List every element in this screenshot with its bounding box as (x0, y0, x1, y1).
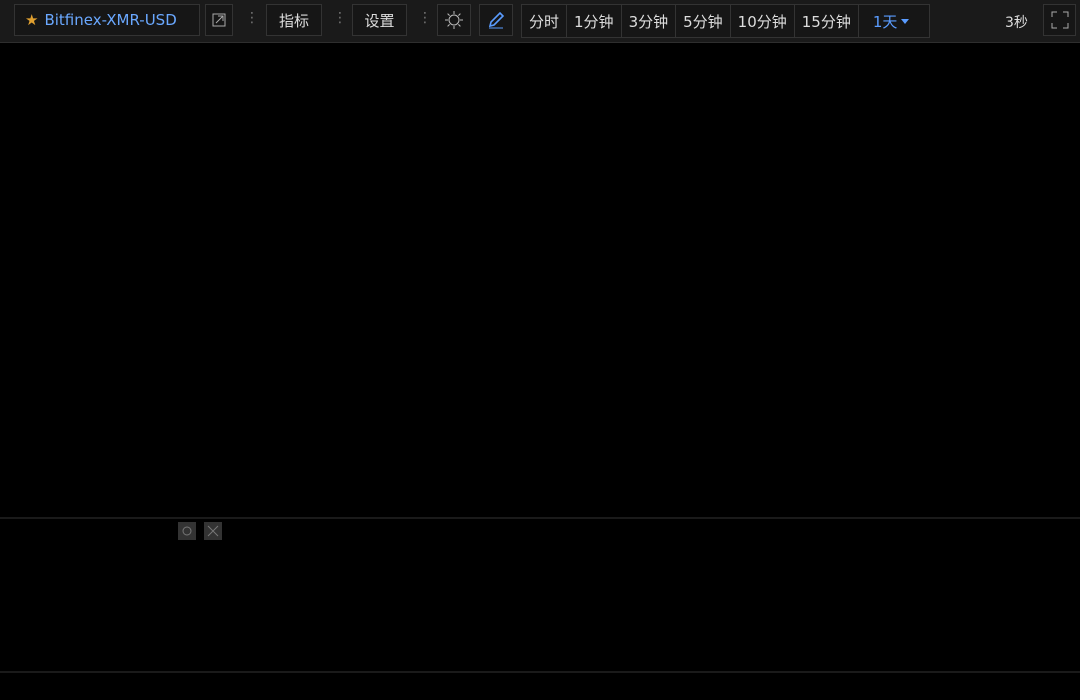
menu-dots[interactable]: ⋮ (333, 10, 347, 26)
interval-button[interactable]: 15分钟 (793, 4, 859, 38)
interval-button[interactable]: 1天 (857, 4, 931, 38)
indicators-label: 指标 (278, 11, 309, 30)
symbol-button[interactable]: ★ Bitfinex-XMR-USD (14, 4, 200, 36)
gear-icon[interactable] (178, 522, 196, 540)
open-icon[interactable]: 9010011012013014015016017020000400007月← … (205, 4, 233, 36)
close-glyph (207, 525, 219, 537)
fullscreen-button[interactable] (1043, 4, 1076, 36)
draw-button[interactable] (479, 4, 513, 36)
interval-group: 分时 1分钟 3分钟 5分钟 10分钟 15分钟 1天 (521, 4, 931, 38)
refresh-rate[interactable]: 3秒 (1005, 15, 1028, 31)
toolbar: ★Bitfinex-XMR-USD 9010011012013014015016… (0, 0, 1080, 43)
menu-dots[interactable]: ⋮ (418, 10, 432, 26)
gear-glyph (182, 526, 192, 536)
background (0, 43, 1080, 700)
interval-button[interactable]: 1分钟 (566, 4, 622, 38)
interval-button[interactable]: 分时 (521, 4, 568, 38)
symbol: Bitfinex-XMR-USD (44, 11, 177, 29)
menu-dots[interactable]: ⋮ (245, 10, 259, 26)
interval-button[interactable]: 10分钟 (729, 4, 795, 38)
settings-label: 设置 (364, 11, 395, 30)
interval-button[interactable]: 3分钟 (620, 4, 677, 38)
theme-button[interactable] (437, 4, 471, 36)
settings-button[interactable]: 设置 (352, 4, 407, 36)
interval-button[interactable]: 5分钟 (675, 4, 731, 38)
indicators-button[interactable]: 指标 (266, 4, 322, 36)
